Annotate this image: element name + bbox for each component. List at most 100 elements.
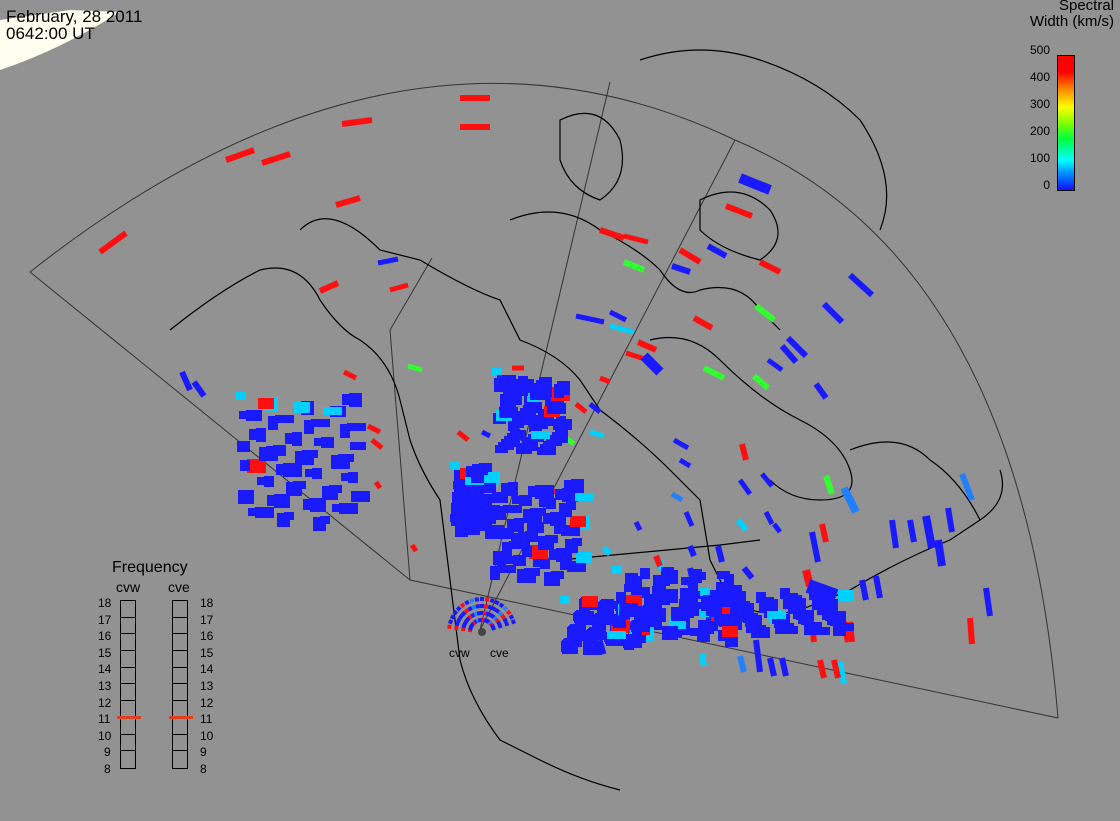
echo-cell bbox=[560, 562, 570, 570]
frequency-radar-cvw: cvw bbox=[116, 579, 141, 595]
echo-cell bbox=[258, 398, 274, 409]
echo-cell bbox=[275, 415, 294, 423]
echo-cell bbox=[838, 590, 854, 601]
echo-cell bbox=[305, 469, 318, 477]
echo-cell bbox=[619, 603, 638, 617]
frequency-tick: 13 bbox=[98, 679, 112, 693]
echo-cell bbox=[342, 369, 358, 381]
echo-cell bbox=[255, 507, 274, 518]
echo-cell bbox=[624, 584, 634, 592]
echo-cell bbox=[565, 539, 578, 553]
echo-cell bbox=[680, 588, 690, 602]
echo-cell bbox=[775, 623, 794, 634]
frequency-tick: 15 bbox=[98, 645, 112, 660]
echo-cell bbox=[472, 464, 488, 475]
coastlines bbox=[169, 49, 1004, 791]
echo-cell bbox=[796, 612, 806, 620]
echo-cell bbox=[531, 431, 550, 439]
echo-cell bbox=[480, 429, 492, 439]
echo-cell bbox=[589, 429, 605, 439]
colorbar-tick: 100 bbox=[1029, 151, 1050, 165]
echo-cell bbox=[754, 303, 776, 323]
frequency-tick: 18 bbox=[98, 596, 112, 610]
echo-cell bbox=[283, 463, 302, 477]
echo-cell bbox=[389, 282, 409, 293]
echo-cell bbox=[191, 380, 207, 398]
echo-cell bbox=[699, 653, 707, 667]
echo-cell bbox=[625, 573, 638, 584]
echo-cell bbox=[481, 505, 500, 516]
echo-cell bbox=[589, 627, 602, 635]
echo-cell bbox=[463, 599, 480, 624]
echo-cell bbox=[722, 626, 738, 637]
echo-cell bbox=[454, 470, 464, 481]
colorbar-tick: 300 bbox=[1029, 97, 1050, 111]
echo-cell bbox=[756, 592, 766, 603]
echo-cell bbox=[539, 377, 552, 391]
echo-cell bbox=[737, 478, 753, 496]
echo-cell bbox=[474, 596, 483, 623]
echo-cell bbox=[339, 503, 358, 514]
echo-cell bbox=[446, 624, 473, 633]
echo-cell bbox=[652, 586, 662, 597]
echo-cell bbox=[708, 590, 718, 598]
echo-cell bbox=[502, 404, 512, 415]
colorbar-title: Spectral Width (km/s) bbox=[1030, 0, 1114, 30]
echo-cell bbox=[767, 611, 786, 619]
echo-cell bbox=[267, 495, 286, 506]
frequency-title: Frequency bbox=[112, 559, 188, 576]
echo-cell bbox=[859, 579, 869, 601]
echo-cell bbox=[626, 634, 642, 645]
echo-cell bbox=[511, 533, 530, 547]
echo-cell bbox=[555, 429, 568, 437]
echo-cell bbox=[377, 256, 399, 266]
echo-cell bbox=[738, 173, 772, 195]
echo-cell bbox=[623, 233, 649, 245]
echo-cell bbox=[490, 613, 515, 630]
echo-cell bbox=[821, 301, 845, 325]
frequency-tick: 16 bbox=[200, 629, 214, 644]
echo-cell bbox=[670, 618, 686, 629]
echo-cell bbox=[785, 335, 809, 359]
echo-cell bbox=[633, 520, 643, 532]
colorbar-tick: 400 bbox=[1029, 70, 1050, 84]
echo-cell bbox=[473, 517, 492, 531]
colorbar-tick: 0 bbox=[1043, 178, 1050, 192]
echo-cell bbox=[752, 373, 770, 391]
echo-cell bbox=[240, 460, 250, 471]
frequency-tick: 10 bbox=[200, 728, 214, 743]
echo-cell bbox=[582, 596, 598, 607]
echo-cell bbox=[341, 117, 373, 127]
echo-cell bbox=[601, 545, 613, 557]
echo-cell bbox=[649, 619, 662, 630]
echo-cell bbox=[285, 433, 298, 444]
echo-cell bbox=[709, 609, 722, 617]
echo-cell bbox=[547, 403, 566, 414]
echo-cell bbox=[983, 587, 993, 617]
echo-cell bbox=[466, 466, 476, 477]
echo-cell bbox=[809, 589, 822, 600]
radar-label-cve: cve bbox=[490, 646, 509, 660]
echo-cell bbox=[671, 607, 690, 621]
echo-cell bbox=[447, 618, 474, 631]
frequency-tick: 14 bbox=[98, 662, 112, 677]
echo-cell bbox=[526, 402, 542, 413]
echo-cell bbox=[484, 599, 501, 624]
echo-cell bbox=[450, 514, 460, 522]
echo-cell bbox=[456, 430, 470, 442]
frequency-tick: 17 bbox=[98, 612, 112, 627]
echo-cell bbox=[261, 151, 291, 166]
echo-cell bbox=[557, 381, 570, 395]
echo-cell bbox=[492, 492, 508, 503]
echo-cell bbox=[687, 591, 706, 599]
echo-cell bbox=[616, 592, 626, 603]
echo-cell bbox=[678, 457, 692, 469]
echo-cell bbox=[549, 549, 568, 560]
echo-cell bbox=[640, 352, 664, 376]
echo-cell bbox=[527, 523, 540, 531]
echo-cell bbox=[700, 588, 710, 596]
echo-cell bbox=[523, 509, 542, 523]
echo-cell bbox=[567, 561, 586, 572]
echo-cell bbox=[351, 491, 370, 502]
echo-cell bbox=[723, 585, 742, 593]
